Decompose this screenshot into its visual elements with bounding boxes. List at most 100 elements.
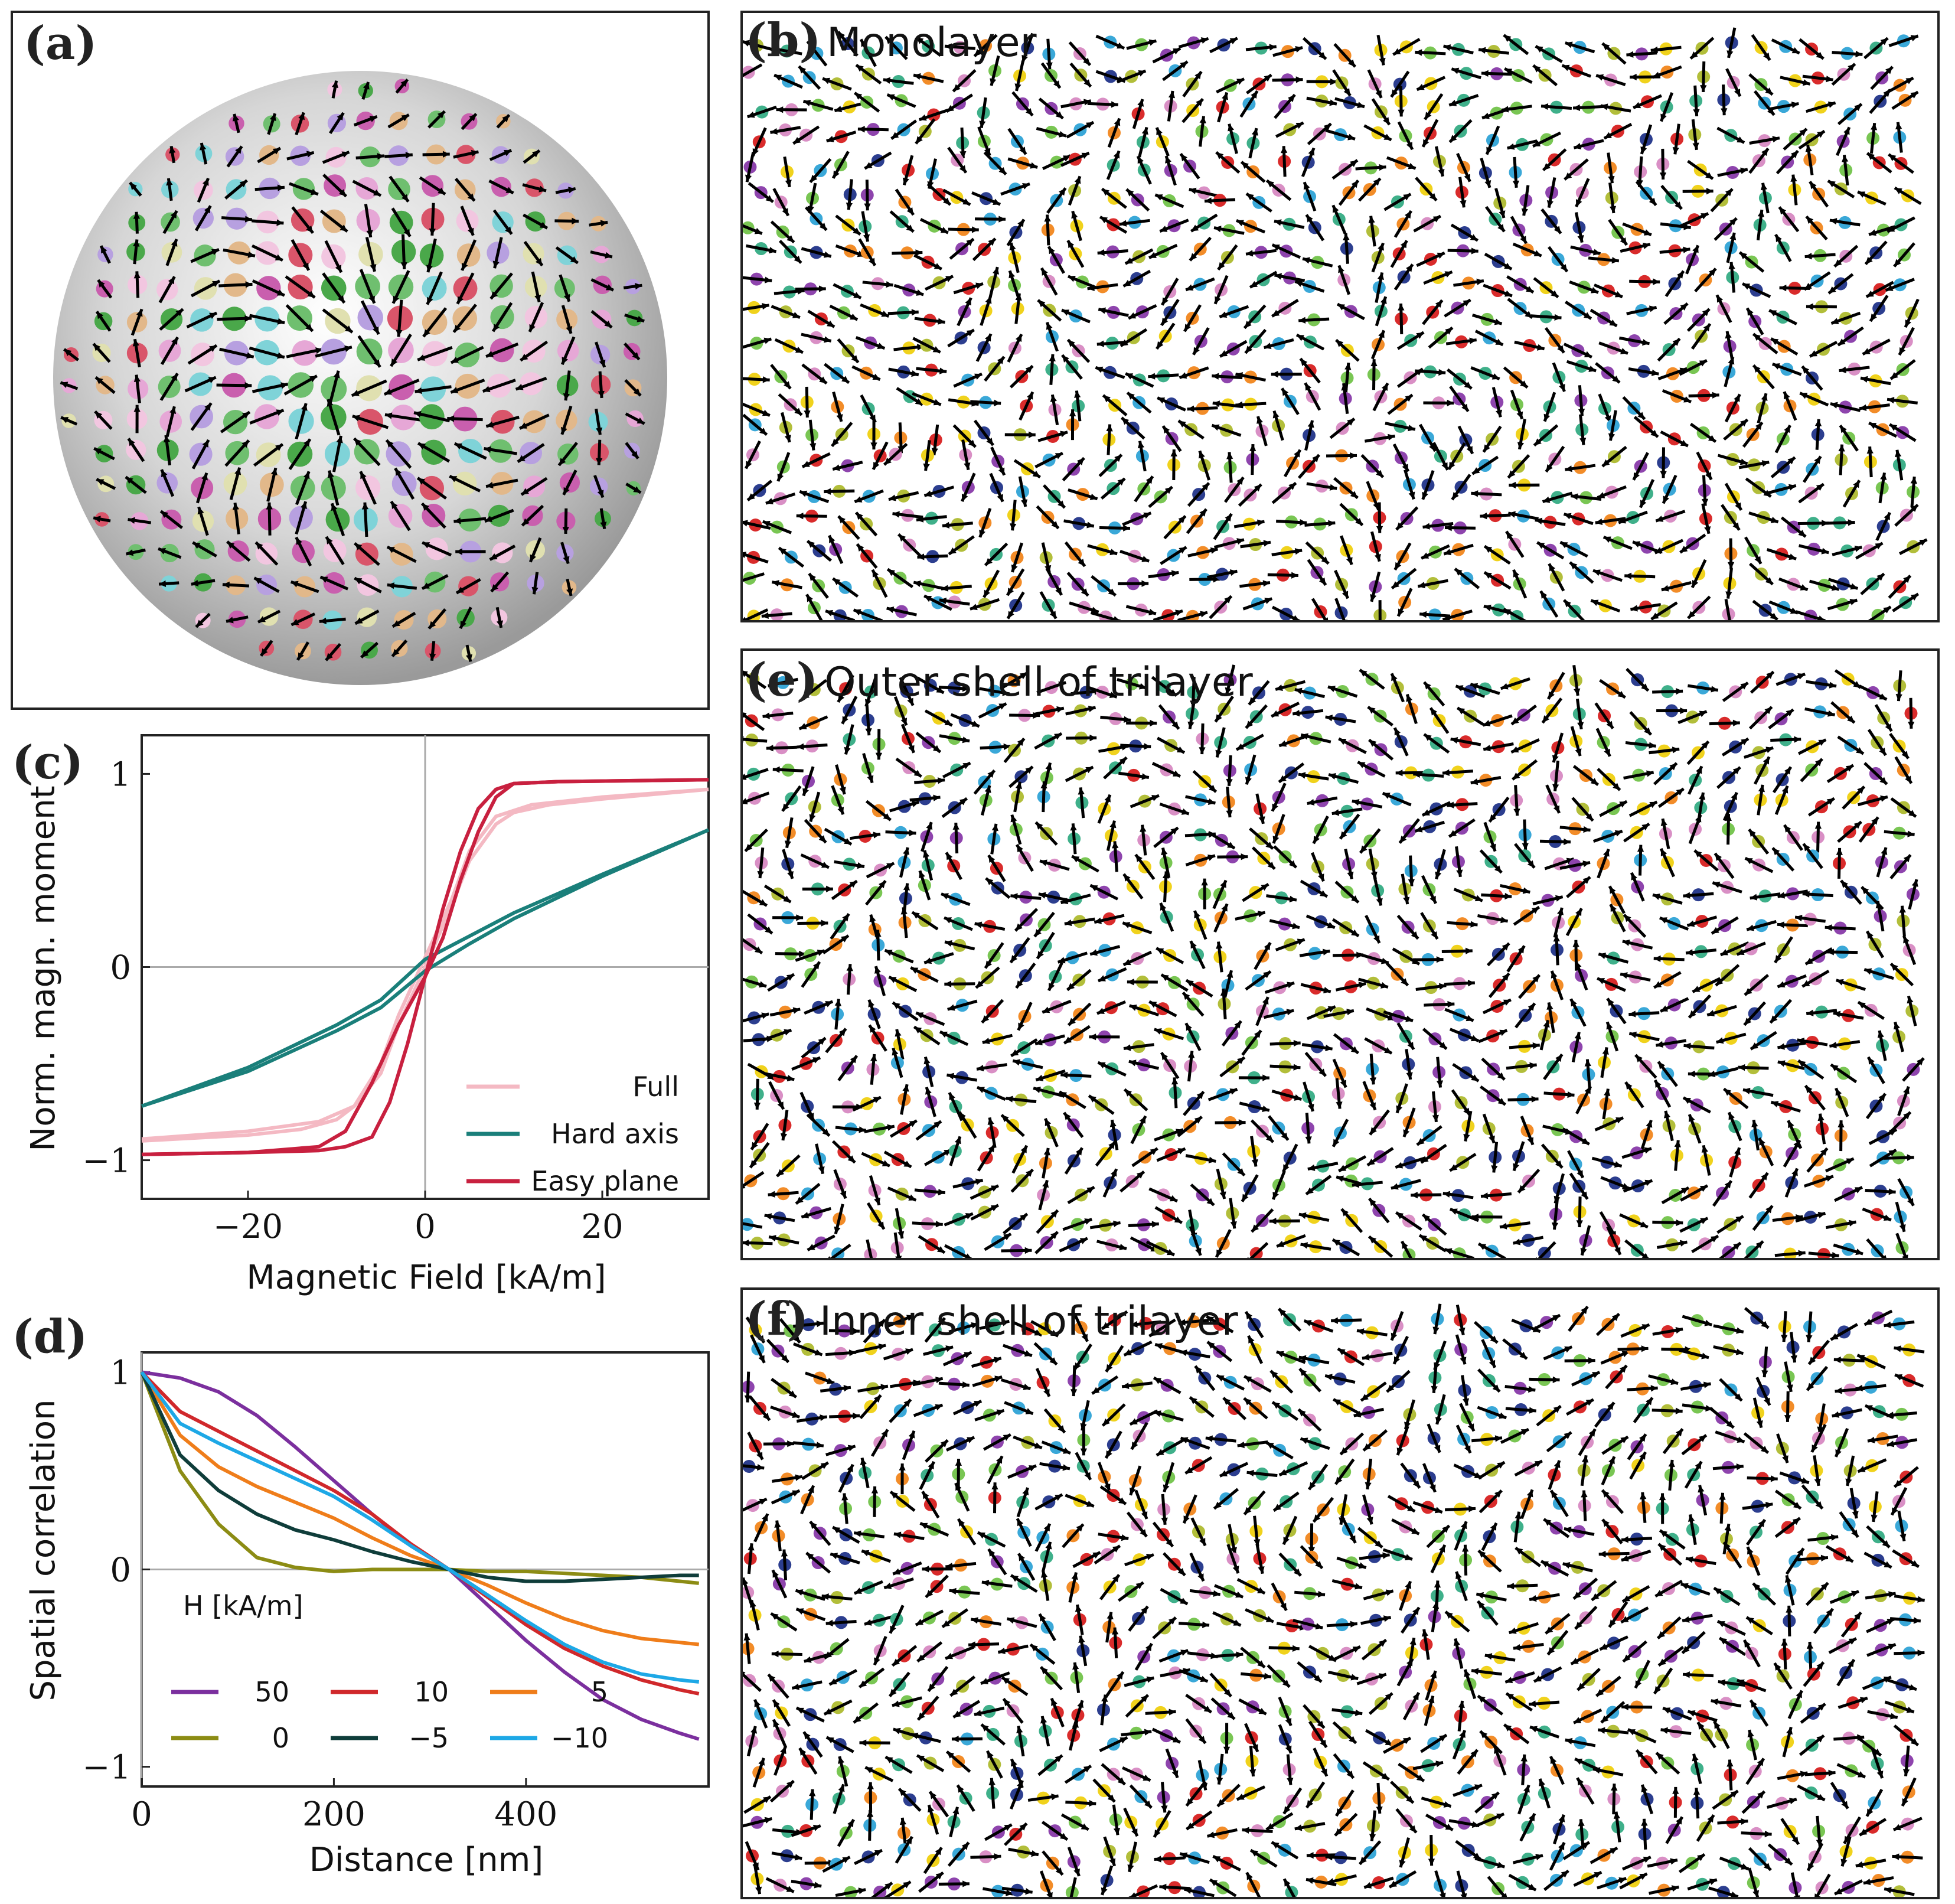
spin-arrow <box>1620 970 1651 984</box>
spin-arrow <box>1010 542 1024 573</box>
spin-arrow <box>490 302 514 332</box>
spin-arrow <box>1455 1870 1468 1897</box>
legend-title: H [kA/m] <box>183 1590 303 1622</box>
spin-arrow <box>1568 1305 1589 1332</box>
spin-arrow <box>1788 1872 1802 1897</box>
spin-arrow <box>1618 510 1648 524</box>
spin-arrow <box>1780 74 1811 87</box>
spin-arrow <box>387 112 410 131</box>
spin-arrow <box>1359 828 1381 854</box>
spin-arrow <box>1271 481 1297 504</box>
spin-arrow <box>1847 1488 1861 1519</box>
panel-a-frame <box>11 11 710 710</box>
spin-arrow <box>1660 430 1689 448</box>
spin-arrow <box>1691 1234 1719 1253</box>
spin-arrow <box>1774 1247 1806 1258</box>
spin-arrow <box>1235 733 1264 751</box>
spin-arrow <box>1708 1886 1739 1897</box>
spin-arrow <box>1072 1551 1101 1569</box>
spin-arrow <box>1064 915 1095 928</box>
spin-arrow <box>1566 1150 1585 1179</box>
spin-arrow <box>1000 1378 1032 1391</box>
spin-arrow <box>1752 599 1778 620</box>
spin-arrow <box>1670 123 1684 155</box>
spin-arrow <box>852 1096 882 1112</box>
spin-arrow <box>1489 1142 1502 1173</box>
spin-arrow <box>945 1559 977 1572</box>
spin-arrow <box>767 1673 789 1699</box>
spin-arrow <box>590 275 615 295</box>
spin-arrow <box>447 406 483 432</box>
spin-arrow <box>1185 793 1216 807</box>
spin-arrow <box>1342 849 1356 879</box>
spin-arrow <box>890 1232 904 1258</box>
spin-arrow <box>1552 1814 1566 1844</box>
spin-arrow <box>942 1351 972 1367</box>
spin-arrow <box>1747 1867 1760 1897</box>
spin-arrow <box>1572 1577 1598 1600</box>
spin-arrow <box>945 1750 971 1773</box>
spin-arrow <box>1569 561 1594 584</box>
spin-arrow <box>1529 1590 1560 1604</box>
spin-arrow <box>1470 682 1500 696</box>
spin-arrow <box>489 542 516 563</box>
spin-arrow <box>1278 1552 1302 1577</box>
spin-arrow <box>1748 1847 1772 1872</box>
spin-arrow <box>461 644 476 662</box>
spin-arrow <box>1678 1347 1709 1361</box>
spin-arrow <box>1717 84 1731 116</box>
spin-arrow <box>1299 357 1321 384</box>
spin-arrow <box>779 412 792 443</box>
spin-arrow <box>1503 366 1529 389</box>
spin-arrow <box>1007 1464 1037 1479</box>
spin-arrow <box>1801 365 1823 391</box>
spin-arrow <box>1892 449 1906 481</box>
spin-arrow <box>1324 1372 1356 1385</box>
spin-arrow <box>797 917 828 930</box>
spin-arrow <box>1802 455 1822 483</box>
spin-arrow <box>1331 1705 1363 1719</box>
spin-arrow <box>834 100 865 114</box>
spin-arrow <box>1830 1323 1858 1341</box>
spin-arrow <box>1339 1432 1365 1456</box>
spin-arrow <box>1510 216 1528 244</box>
spin-arrow <box>1679 212 1709 228</box>
spin-arrow <box>1269 1060 1301 1074</box>
spin-arrow <box>1390 1781 1415 1804</box>
spin-arrow <box>517 442 545 465</box>
spin-arrow <box>1857 1458 1887 1473</box>
spin-arrow <box>1415 981 1447 995</box>
spin-arrow <box>1602 535 1633 550</box>
spin-arrow <box>883 75 914 89</box>
spin-arrow <box>1777 887 1809 901</box>
spin-arrow <box>1245 704 1268 729</box>
spin-arrow <box>902 1430 916 1460</box>
spin-arrow <box>892 1561 922 1576</box>
spin-arrow <box>885 1313 915 1329</box>
spin-arrow <box>921 440 934 471</box>
spin-arrow <box>1128 1605 1149 1632</box>
spin-arrow <box>1106 150 1121 180</box>
spin-arrow <box>1151 676 1178 697</box>
spin-arrow <box>288 239 313 271</box>
spin-arrow <box>1605 182 1618 214</box>
spin-arrow <box>559 470 580 495</box>
spin-arrow <box>1159 847 1173 878</box>
spin-arrow <box>743 1011 769 1025</box>
spin-arrow <box>980 741 1011 754</box>
spin-arrow <box>1746 919 1777 933</box>
spin-arrow <box>1797 1784 1826 1802</box>
series-line-h-0 <box>140 1371 700 1585</box>
spin-arrow <box>1121 1378 1153 1391</box>
x-tick-label: 20 <box>581 1208 623 1246</box>
spin-arrow <box>825 1028 847 1054</box>
spin-arrow <box>768 676 798 689</box>
spin-arrow <box>1124 1553 1154 1567</box>
spin-arrow <box>1395 766 1427 780</box>
spin-arrow <box>1297 1661 1323 1683</box>
spin-arrow <box>778 240 802 264</box>
spin-arrow <box>1751 34 1771 61</box>
spin-arrow <box>1235 219 1266 234</box>
